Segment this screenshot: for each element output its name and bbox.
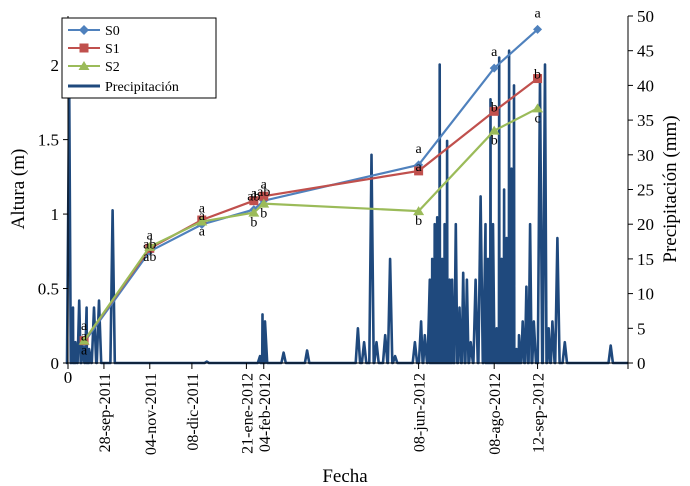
data-point	[533, 24, 543, 34]
data-point	[413, 206, 425, 216]
series-line-s2	[83, 107, 539, 342]
data-point	[249, 196, 259, 206]
series-line-s1	[83, 77, 539, 342]
x-tick-label: 08-jun-2012	[412, 373, 429, 452]
y-tick-label: 0.5	[38, 280, 59, 299]
significance-label: b	[250, 216, 257, 231]
significance-label: c	[534, 111, 540, 126]
legend-label-s0: S0	[105, 24, 120, 39]
data-point	[258, 198, 270, 208]
significance-label: a	[416, 160, 423, 175]
significance-label: a	[416, 142, 423, 157]
significance-label: a	[199, 209, 206, 224]
data-point	[532, 103, 544, 113]
data-point	[533, 74, 543, 84]
legend-label-s1: S1	[105, 42, 120, 57]
data-point	[414, 166, 424, 176]
significance-label: a	[81, 330, 88, 345]
x-tick-label: 21-ene-2012	[239, 373, 256, 454]
significance-label: a	[81, 344, 88, 359]
data-point	[78, 335, 90, 345]
x-tick-label: 08-dic-2011	[185, 373, 202, 451]
significance-label: ab	[257, 185, 270, 200]
significance-label: b	[260, 207, 267, 222]
y2-tick-label: 40	[637, 76, 654, 95]
y-axis-title: Altura (m)	[8, 149, 29, 230]
legend-label-s2: S2	[105, 60, 120, 75]
y-tick-label: 1.5	[38, 131, 59, 150]
data-point	[248, 207, 260, 217]
significance-label: ab	[143, 237, 156, 252]
legend-marker-s1	[79, 43, 89, 53]
y2-tick-label: 35	[637, 111, 654, 130]
legend-marker-s2	[78, 61, 90, 70]
significance-label: a	[147, 228, 154, 243]
y2-tick-label: 45	[637, 42, 654, 61]
significance-label: a	[261, 178, 268, 193]
significance-label: a	[81, 319, 88, 334]
significance-label: ab	[143, 250, 156, 265]
legend-marker-s0	[79, 25, 89, 35]
series-line-s0	[83, 28, 539, 343]
y2-tick-label: 0	[637, 354, 646, 373]
significance-label: a	[534, 6, 541, 21]
y-tick-label: 2	[51, 56, 60, 75]
significance-label: b	[534, 68, 541, 83]
data-point	[488, 125, 500, 135]
significance-label: a	[199, 225, 206, 240]
y2-tick-label: 50	[637, 7, 654, 26]
y2-tick-label: 5	[637, 319, 646, 338]
data-point	[259, 191, 269, 201]
x-axis-title: Fecha	[322, 466, 368, 486]
significance-label: b	[491, 100, 498, 115]
x-tick-label: 08-ago-2012	[487, 373, 504, 455]
significance-label: ab	[247, 190, 260, 205]
x-tick-label: 28-sep-2011	[97, 373, 114, 452]
data-point	[196, 216, 208, 226]
y-tick-label: 1	[51, 205, 60, 224]
y2-tick-label: 10	[637, 285, 654, 304]
significance-label: a	[251, 187, 258, 202]
y2-tick-label: 20	[637, 215, 654, 234]
y2-tick-label: 25	[637, 181, 654, 200]
data-point	[144, 241, 156, 251]
y2-axis-title: Precipitación (mm)	[660, 115, 681, 262]
x-tick-label: 04-nov-2011	[143, 373, 160, 455]
significance-label: b	[491, 134, 498, 149]
significance-label: b	[415, 214, 422, 229]
x-tick-label: 0	[64, 368, 73, 387]
y-tick-label: 0	[51, 354, 60, 373]
significance-label: a	[199, 201, 206, 216]
significance-label: a	[491, 45, 498, 60]
y2-tick-label: 30	[637, 146, 654, 165]
legend: S0 S1 S2 Precipitación	[61, 17, 217, 99]
y2-tick-label: 15	[637, 250, 654, 269]
x-tick-label: 04-feb-2012	[257, 373, 274, 452]
x-tick-label: 12-sep-2012	[531, 373, 548, 453]
data-point	[489, 106, 499, 116]
legend-label-precipitation: Precipitación	[105, 80, 179, 95]
height-series	[78, 24, 544, 347]
data-point	[489, 63, 499, 73]
